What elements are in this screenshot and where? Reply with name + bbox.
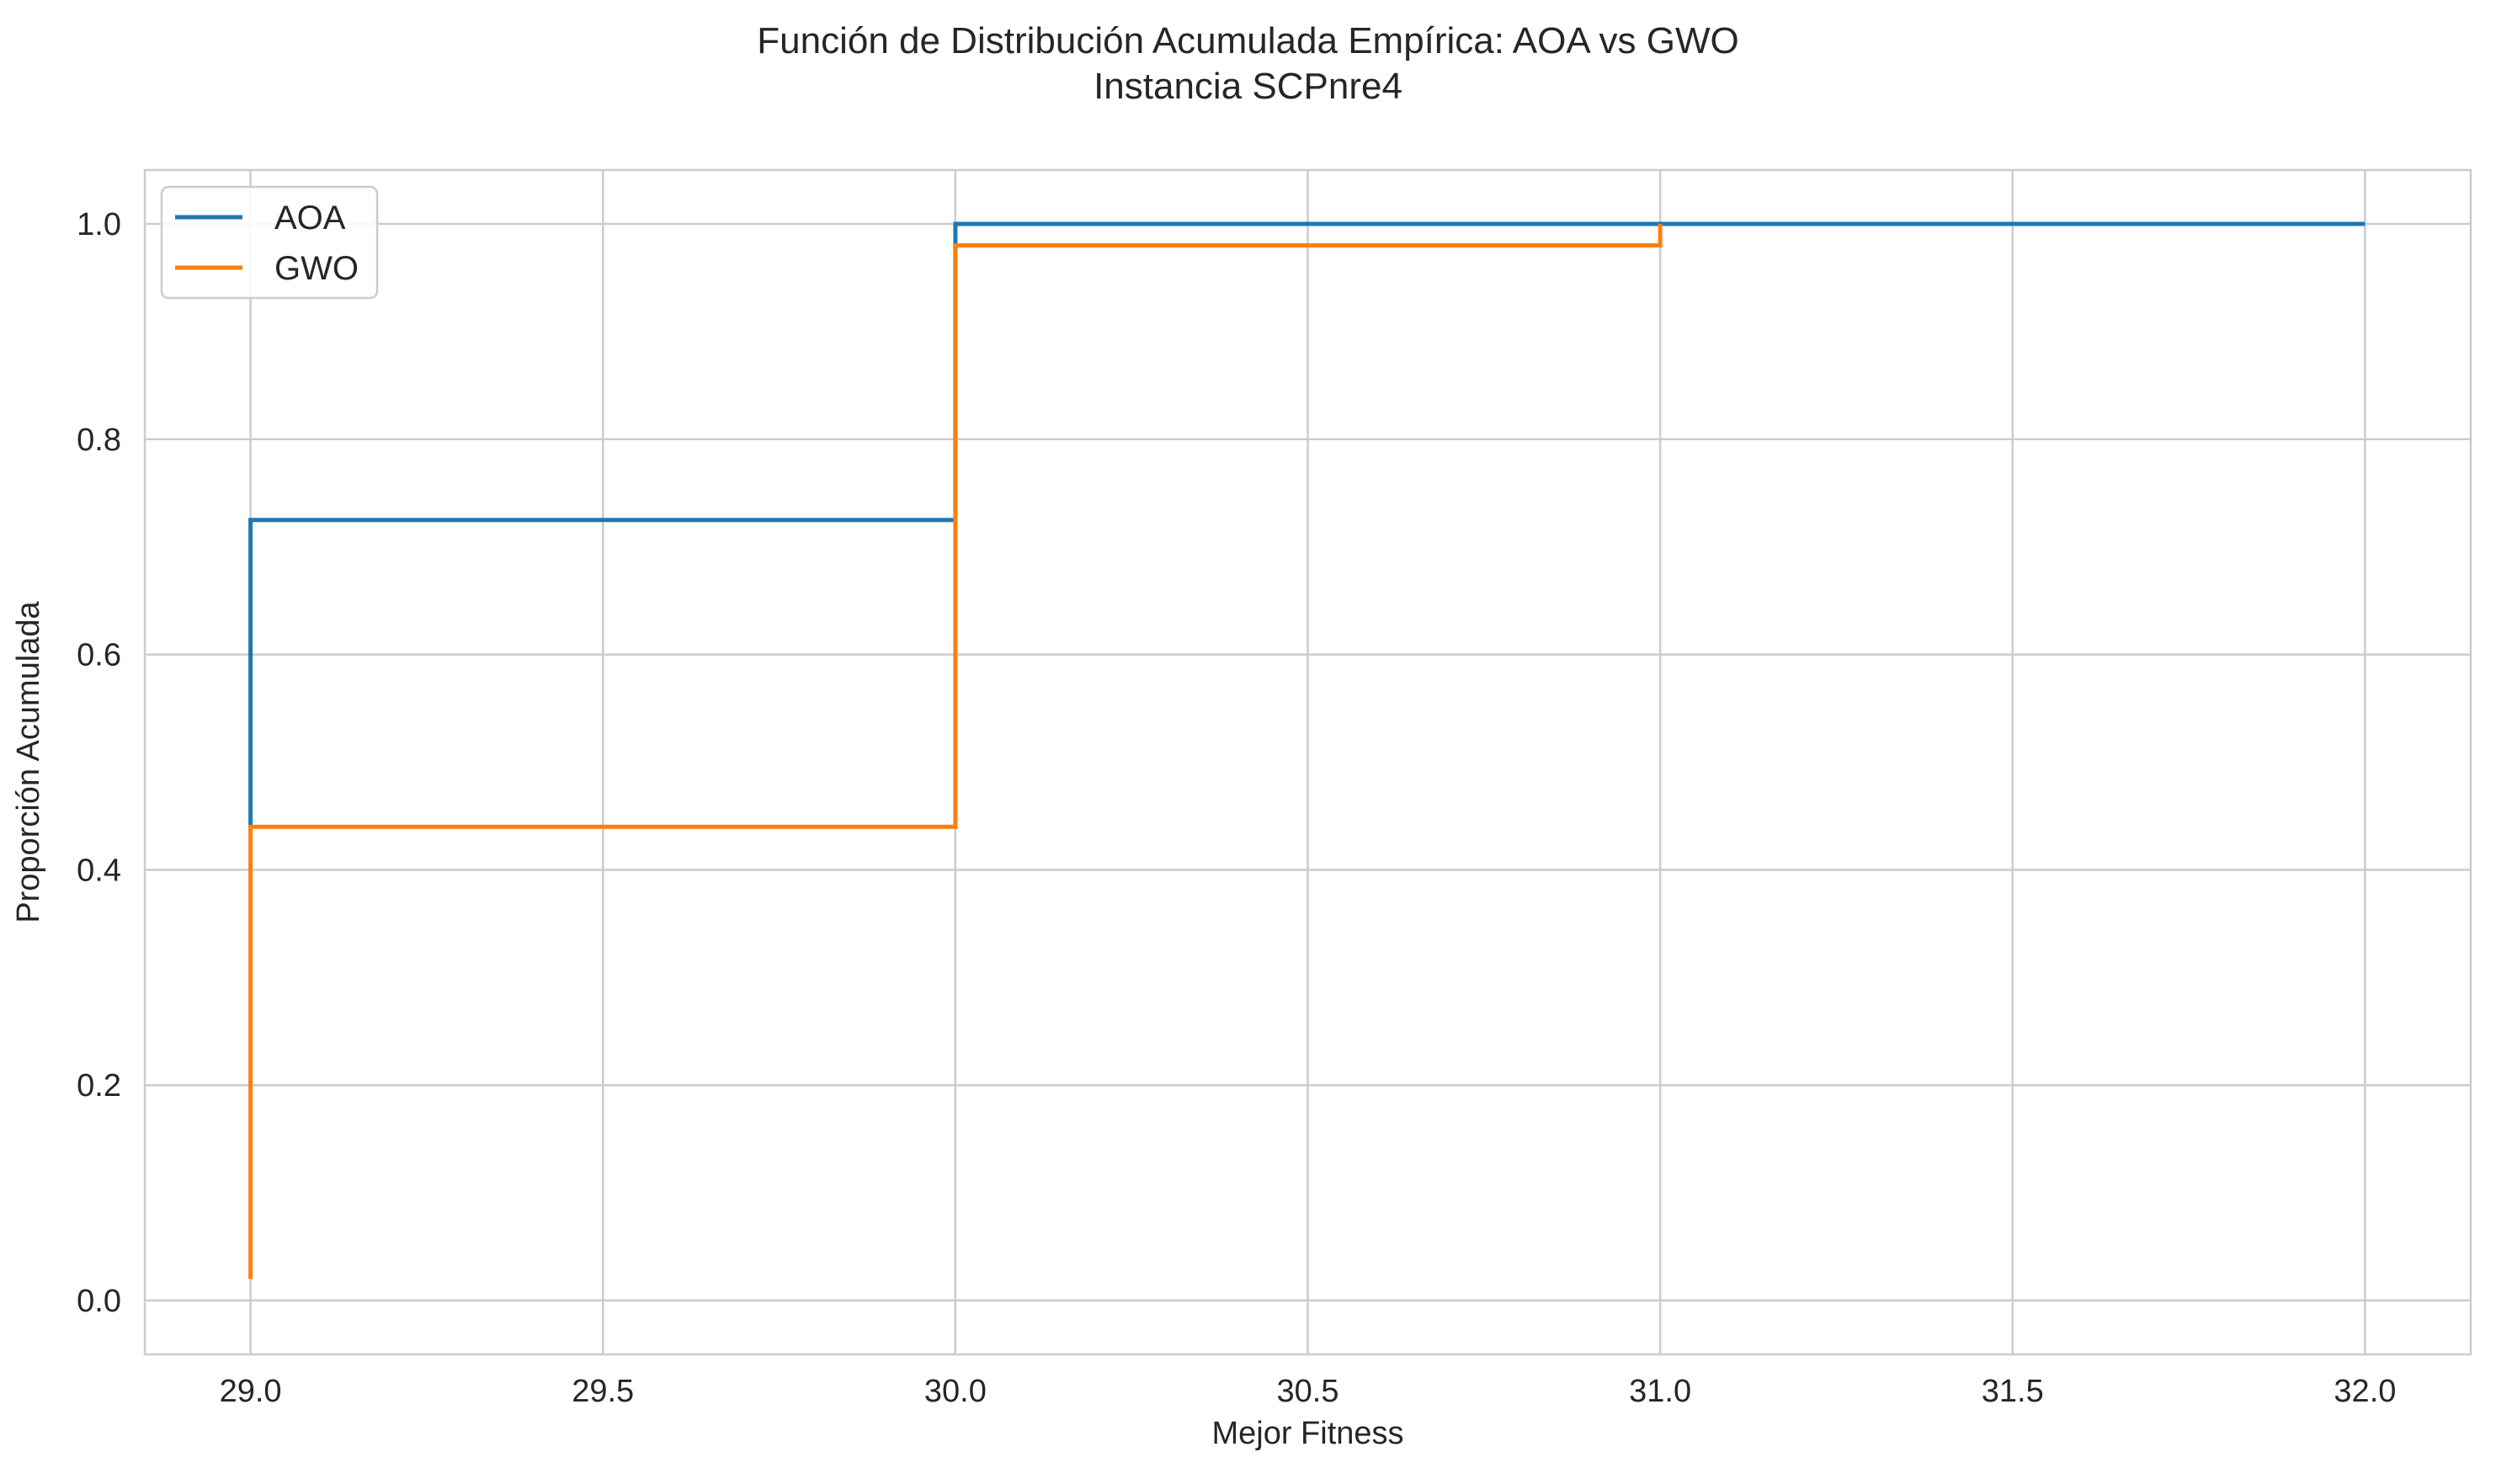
y-tick-label: 0.8 [77, 423, 121, 458]
y-tick-label: 1.0 [77, 207, 121, 242]
x-tick-label: 29.5 [572, 1374, 634, 1409]
legend-box [160, 185, 379, 300]
x-tick-label: 29.0 [220, 1374, 282, 1409]
series-line-gwo [248, 224, 1663, 1279]
legend-label-aoa: AOA [274, 199, 346, 237]
x-tick-label: 31.0 [1629, 1374, 1691, 1409]
y-tick-label: 0.4 [77, 853, 121, 888]
grid [145, 170, 2471, 1354]
series-lines [248, 221, 2366, 1279]
chart-subtitle: Instancia SCPnre4 [1094, 66, 1402, 107]
x-tick-label: 32.0 [2334, 1374, 2396, 1409]
y-tick-label: 0.0 [77, 1284, 121, 1319]
x-tick-label: 31.5 [1982, 1374, 2044, 1409]
x-axis-label: Mejor Fitness [1211, 1416, 1403, 1451]
x-axis-ticks: 29.0 29.5 30.0 30.5 31.0 31.5 32.0 [220, 1374, 2397, 1409]
legend: AOA GWO [160, 185, 379, 300]
plot-frame [143, 168, 2472, 1356]
x-tick-label: 30.5 [1277, 1374, 1339, 1409]
x-tick-label: 30.0 [924, 1374, 987, 1409]
y-axis-label: Proporción Acumulada [11, 600, 46, 923]
y-tick-label: 0.6 [77, 638, 121, 673]
y-tick-label: 0.2 [77, 1068, 121, 1104]
chart-title: Función de Distribución Acumulada Empíri… [757, 20, 1739, 61]
legend-label-gwo: GWO [274, 250, 359, 287]
y-axis-ticks: 0.0 0.2 0.4 0.6 0.8 1.0 [77, 207, 121, 1319]
